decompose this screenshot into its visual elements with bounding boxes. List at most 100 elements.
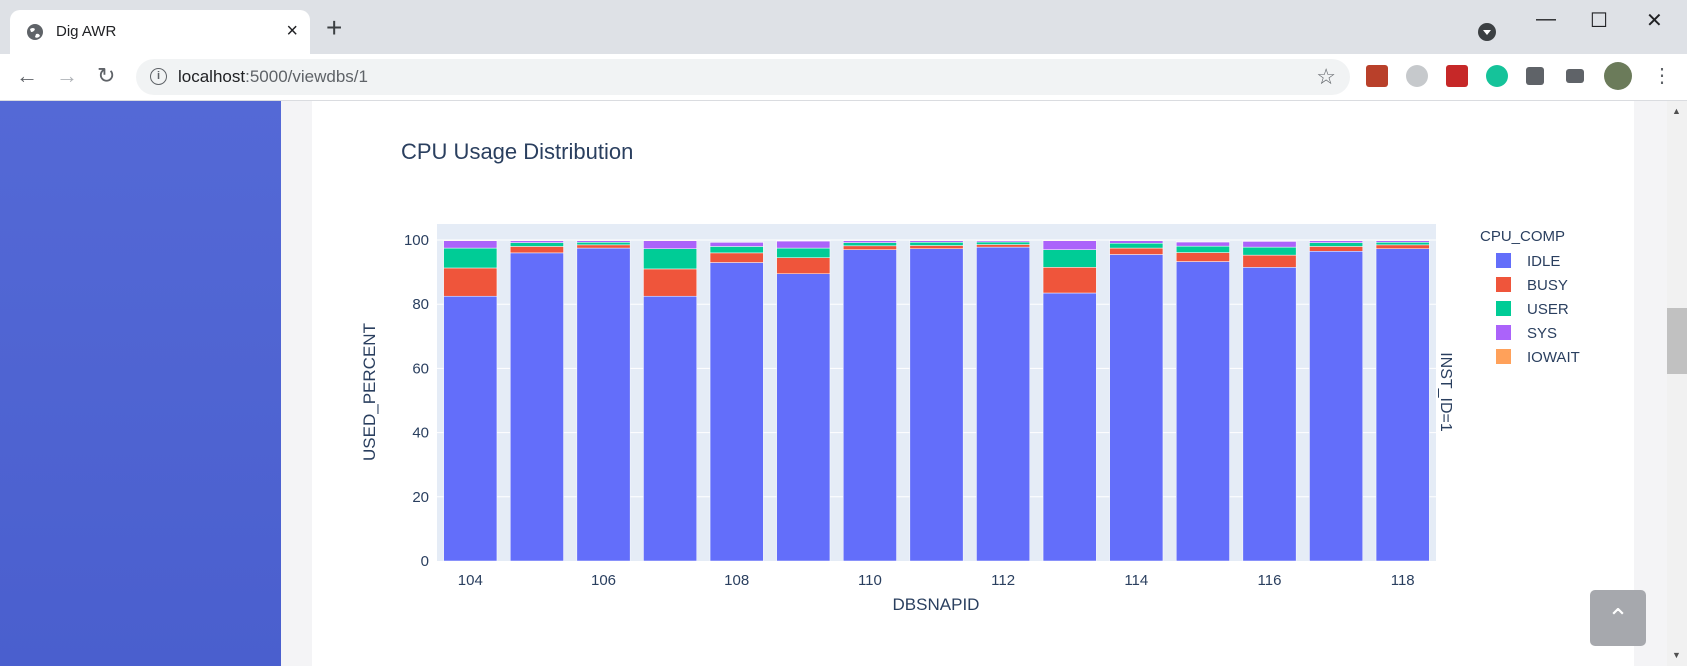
bar-idle-108[interactable] — [709, 262, 764, 562]
bar-idle-112[interactable] — [976, 246, 1030, 562]
bar-busy-112[interactable] — [976, 244, 1030, 248]
legend-swatch-busy[interactable] — [1496, 277, 1511, 292]
bar-idle-118[interactable] — [1375, 248, 1430, 562]
avatar[interactable] — [1604, 62, 1632, 90]
bar-idle-104[interactable] — [443, 295, 498, 562]
bar-sys-107[interactable] — [643, 240, 697, 249]
tab-search-icon[interactable] — [1478, 23, 1496, 41]
bar-busy-111[interactable] — [909, 245, 964, 249]
bar-idle-110[interactable] — [843, 249, 897, 562]
bar-busy-104[interactable] — [443, 267, 498, 297]
bar-busy-107[interactable] — [643, 268, 697, 297]
tab-close-button[interactable]: × — [286, 20, 298, 42]
forward-arrow-icon[interactable]: → — [56, 63, 78, 88]
facet-label: INST_ID=1 — [1437, 352, 1454, 432]
star-icon[interactable]: ☆ — [1316, 64, 1336, 89]
bar-sys-104[interactable] — [443, 240, 498, 249]
legend-title: CPU_COMP — [1480, 228, 1565, 245]
bar-user-106[interactable] — [576, 242, 631, 246]
bar-idle-114[interactable] — [1109, 254, 1164, 562]
legend-label-sys[interactable]: SYS — [1527, 325, 1557, 342]
minimize-button[interactable]: — — [1536, 8, 1556, 30]
bar-busy-117[interactable] — [1309, 246, 1363, 252]
extension-book-icon[interactable] — [1366, 65, 1388, 87]
back-arrow-icon[interactable]: ← — [16, 63, 38, 88]
bar-busy-106[interactable] — [576, 244, 631, 249]
bar-sys-110[interactable] — [843, 240, 897, 243]
bar-sys-105[interactable] — [510, 240, 564, 243]
address-bar[interactable]: i localhost:5000/viewdbs/1 ☆ — [136, 59, 1350, 95]
legend-swatch-sys[interactable] — [1496, 325, 1511, 340]
menu-icon[interactable]: ⋮ — [1652, 65, 1672, 87]
bar-sys-109[interactable] — [776, 240, 831, 249]
bar-user-110[interactable] — [843, 242, 897, 247]
new-tab-button[interactable]: + — [326, 12, 343, 43]
globe-icon — [27, 24, 43, 40]
bar-sys-114[interactable] — [1109, 240, 1164, 244]
bar-idle-117[interactable] — [1309, 251, 1363, 562]
scrollbar-track[interactable] — [1667, 101, 1687, 666]
back-to-top-button[interactable]: ⌃ — [1590, 590, 1646, 646]
bar-user-112[interactable] — [976, 241, 1030, 245]
bar-user-104[interactable] — [443, 247, 498, 269]
bar-busy-116[interactable] — [1242, 254, 1297, 268]
bar-user-105[interactable] — [510, 242, 564, 247]
legend-label-iowait[interactable]: IOWAIT — [1527, 349, 1580, 366]
y-tick-label: 20 — [412, 489, 429, 506]
bar-user-111[interactable] — [909, 242, 964, 246]
legend-swatch-user[interactable] — [1496, 301, 1511, 316]
bar-sys-115[interactable] — [1176, 241, 1230, 247]
bar-idle-106[interactable] — [576, 247, 631, 562]
bar-busy-105[interactable] — [510, 246, 564, 254]
media-icon[interactable] — [1566, 69, 1584, 83]
bar-sys-117[interactable] — [1309, 240, 1363, 243]
x-tick-label: 116 — [1258, 572, 1282, 589]
legend-swatch-iowait[interactable] — [1496, 349, 1511, 364]
bar-busy-115[interactable] — [1176, 252, 1230, 262]
scroll-down-arrow-icon[interactable]: ▼ — [1672, 650, 1681, 660]
bar-idle-115[interactable] — [1176, 261, 1230, 562]
scrollbar-thumb[interactable] — [1667, 308, 1687, 374]
maximize-button[interactable]: ☐ — [1590, 10, 1608, 32]
browser-tab-strip: Dig AWR × + — ☐ ✕ — [0, 0, 1687, 54]
legend-swatch-idle[interactable] — [1496, 253, 1511, 268]
bar-idle-113[interactable] — [1042, 292, 1097, 562]
bar-busy-108[interactable] — [709, 252, 764, 263]
bar-busy-110[interactable] — [843, 245, 897, 250]
extension-cloud-icon[interactable] — [1406, 65, 1428, 87]
bar-user-114[interactable] — [1109, 243, 1164, 249]
bar-busy-113[interactable] — [1042, 267, 1097, 294]
bar-sys-108[interactable] — [709, 242, 764, 247]
bar-busy-114[interactable] — [1109, 247, 1164, 255]
bar-user-109[interactable] — [776, 247, 831, 258]
bar-user-116[interactable] — [1242, 246, 1297, 256]
info-icon[interactable]: i — [150, 68, 167, 85]
bar-idle-107[interactable] — [643, 295, 697, 562]
bar-user-115[interactable] — [1176, 245, 1230, 253]
bar-user-107[interactable] — [643, 248, 697, 270]
bar-user-118[interactable] — [1375, 242, 1430, 246]
close-window-button[interactable]: ✕ — [1646, 10, 1663, 32]
bar-sys-116[interactable] — [1242, 241, 1297, 248]
bar-user-108[interactable] — [709, 246, 764, 254]
legend-label-busy[interactable]: BUSY — [1527, 277, 1568, 294]
bar-busy-109[interactable] — [776, 257, 831, 274]
legend-label-user[interactable]: USER — [1527, 301, 1569, 318]
url-text[interactable]: localhost:5000/viewdbs/1 — [178, 67, 368, 86]
extensions-icon[interactable] — [1526, 67, 1544, 85]
bar-busy-118[interactable] — [1375, 244, 1430, 249]
reload-icon[interactable]: ↻ — [97, 63, 116, 88]
bar-idle-109[interactable] — [776, 273, 831, 562]
bar-user-117[interactable] — [1309, 242, 1363, 247]
bar-sys-113[interactable] — [1042, 240, 1097, 250]
bar-user-113[interactable] — [1042, 249, 1097, 268]
bar-idle-116[interactable] — [1242, 267, 1297, 562]
bar-idle-111[interactable] — [909, 248, 964, 562]
browser-tab[interactable]: Dig AWR × — [10, 10, 310, 54]
extension-forward-icon[interactable] — [1446, 65, 1468, 87]
extension-grammarly-icon[interactable] — [1486, 65, 1508, 87]
bar-idle-105[interactable] — [510, 252, 564, 562]
legend-label-idle[interactable]: IDLE — [1527, 253, 1560, 270]
x-tick-label: 108 — [724, 572, 749, 589]
scroll-up-arrow-icon[interactable]: ▲ — [1672, 106, 1681, 116]
